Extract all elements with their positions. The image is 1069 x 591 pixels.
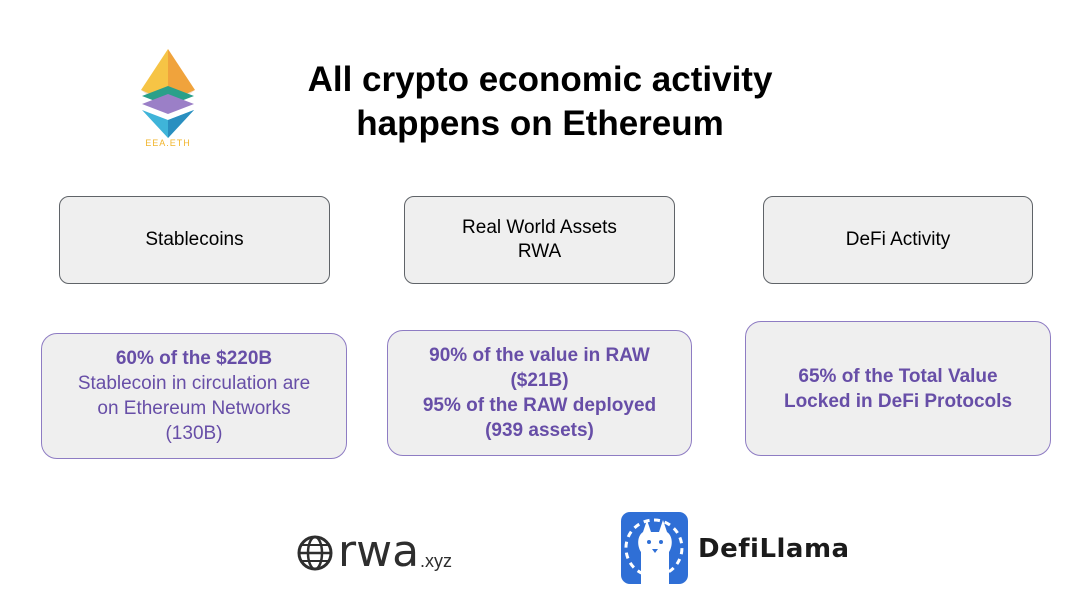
stablecoins-stat-headline: 60% of the $220B (115, 348, 273, 369)
stablecoins-stat-box: 60% of the $220B Stablecoin in circulati… (41, 333, 347, 459)
rwa-stat-box: 90% of the value in RAW ($21B) 95% of th… (387, 330, 692, 456)
rwa-stat-line: 95% of the RAW deployed (422, 395, 657, 416)
page-title: All crypto economic activity happens on … (240, 58, 840, 146)
rwa-stat-line: ($21B) (510, 370, 569, 391)
defi-category-box: DeFi Activity (763, 196, 1033, 284)
rwa-category-box: Real World Assets RWA (404, 196, 675, 284)
defi-stat-line: Locked in DeFi Protocols (783, 390, 1013, 412)
rwa-stat-line: (939 assets) (485, 420, 594, 441)
stablecoins-stat-line: on Ethereum Networks (97, 398, 291, 419)
rwa-logo-suffix: .xyz (420, 551, 453, 571)
rwa-category-abbrev: RWA (517, 241, 562, 262)
stablecoins-stat-line: Stablecoin in circulation are (77, 373, 311, 394)
eea-logo-text: EEA.ETH (145, 138, 191, 148)
eea-ethereum-logo (141, 49, 195, 138)
stablecoins-stat-line: (130B) (165, 423, 223, 444)
rwa-xyz-logo: rwa .xyz (296, 530, 452, 574)
title-line-1: All crypto economic activity (307, 60, 773, 99)
defi-stat-box: 65% of the Total Value Locked in DeFi Pr… (745, 321, 1051, 456)
defi-category-label: DeFi Activity (845, 229, 951, 250)
llama-icon (621, 512, 688, 584)
globe-icon (297, 535, 333, 571)
stablecoins-category-box: Stablecoins (59, 196, 330, 284)
rwa-logo-word: rwa (338, 526, 420, 577)
defillama-logo-word: DefiLlama (698, 534, 850, 564)
defi-stat-line: 65% of the Total Value (798, 365, 998, 387)
rwa-stat-line: 90% of the value in RAW (429, 345, 650, 366)
stablecoins-category-label: Stablecoins (145, 229, 244, 250)
rwa-category-label: Real World Assets (462, 217, 617, 238)
title-line-2: happens on Ethereum (356, 104, 724, 143)
